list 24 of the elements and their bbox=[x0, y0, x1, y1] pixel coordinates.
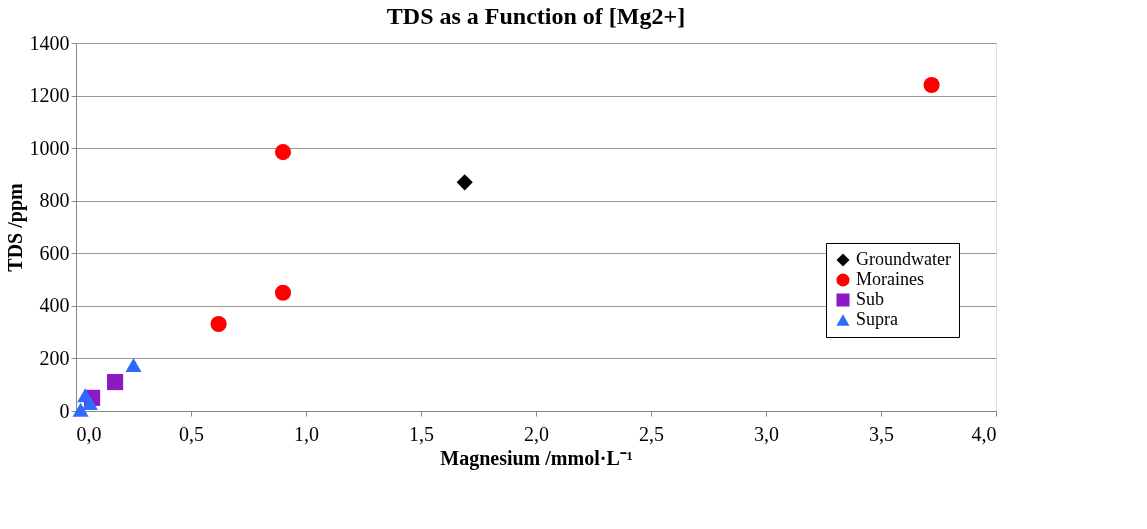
y-tick-label: 200 bbox=[39, 346, 70, 369]
legend-label: Sub bbox=[856, 289, 885, 309]
legend-label: Moraines bbox=[856, 269, 924, 289]
y-axis-title: TDS /ppm bbox=[3, 182, 27, 272]
y-tick-label: 800 bbox=[39, 189, 70, 212]
y-tick-label: 600 bbox=[39, 241, 70, 264]
x-tick-label: 3,5 bbox=[869, 422, 894, 445]
legend-label: Groundwater bbox=[856, 249, 951, 269]
x-tick-label: 0,5 bbox=[179, 422, 204, 445]
chart-title: TDS as a Function of [Mg2+] bbox=[386, 3, 686, 29]
x-tick-label: 1,5 bbox=[409, 422, 434, 445]
y-tick-label: 0 bbox=[59, 399, 70, 422]
x-tick-label: 2,5 bbox=[639, 422, 664, 445]
y-tick-label: 1000 bbox=[29, 136, 70, 159]
x-tick-label: 4,0 bbox=[971, 422, 997, 445]
x-tick-label: 3,0 bbox=[754, 422, 779, 445]
x-axis-title: Magnesium /mmol·L⁻¹ bbox=[440, 446, 633, 470]
x-tick-label: 2,0 bbox=[524, 422, 549, 445]
y-tick-label: 1400 bbox=[29, 31, 70, 54]
legend-label: Supra bbox=[856, 309, 898, 329]
x-tick-label: 0,0 bbox=[76, 422, 102, 445]
y-tick-label: 1200 bbox=[29, 84, 70, 107]
x-tick-label: 1,0 bbox=[294, 422, 319, 445]
y-tick-label: 400 bbox=[39, 294, 70, 317]
